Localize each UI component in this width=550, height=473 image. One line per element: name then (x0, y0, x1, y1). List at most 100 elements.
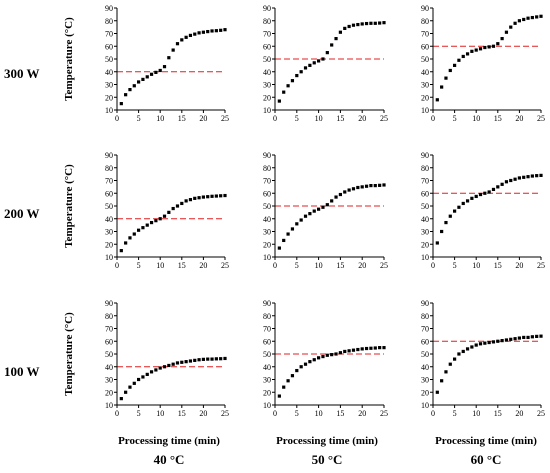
data-point (470, 345, 474, 349)
data-point (223, 356, 227, 361)
y-tick-label: 80 (105, 312, 113, 321)
panel-r2-c3: 10 20 30 40 50 60 70 80 90 0 5 10 15 20 25 (421, 151, 545, 270)
data-point (491, 187, 496, 192)
data-point (184, 35, 188, 39)
y-tick-label: 60 (263, 42, 271, 51)
data-point (206, 357, 210, 361)
data-point (137, 228, 141, 232)
x-tick-label: 20 (199, 114, 207, 123)
data-point (162, 365, 167, 369)
data-point (137, 80, 141, 84)
data-point (513, 177, 517, 181)
data-point (338, 192, 342, 197)
data-point (197, 31, 201, 35)
data-point (474, 48, 478, 52)
data-point (219, 194, 223, 198)
data-point (343, 190, 347, 194)
data-point (347, 24, 351, 29)
data-point (474, 343, 478, 347)
data-point (369, 184, 373, 188)
data-point (214, 29, 218, 33)
x-tick-label: 15 (178, 261, 186, 270)
data-point (290, 227, 295, 231)
x-tick-label: 15 (494, 114, 502, 123)
x-tick-label: 10 (472, 409, 480, 418)
y-tick-label: 20 (421, 93, 429, 102)
y-tick-label: 50 (105, 55, 113, 64)
data-point (206, 195, 210, 199)
data-point (530, 15, 534, 20)
data-point (444, 370, 448, 374)
data-point (308, 360, 312, 364)
y-tick-label: 80 (421, 312, 429, 321)
data-point (295, 368, 299, 373)
data-point (317, 356, 321, 360)
data-point (373, 184, 377, 188)
data-point (351, 187, 356, 191)
data-point (330, 199, 334, 203)
data-point (154, 368, 158, 372)
y-tick-label: 30 (421, 376, 429, 385)
x-tick-label: 0 (431, 114, 435, 123)
data-point (132, 84, 136, 88)
data-point (149, 370, 154, 374)
data-point (180, 201, 184, 206)
y-tick-label: 50 (263, 350, 271, 359)
y-tick-label: 20 (105, 240, 113, 249)
data-point (356, 347, 360, 352)
data-point (299, 365, 303, 369)
y-axis-label: Temperature (°C) (63, 164, 75, 248)
data-point (444, 220, 448, 225)
data-point (219, 28, 223, 32)
panel-r1-c2: 10 20 30 40 50 60 70 80 90 0 5 10 15 20 25 (263, 4, 388, 123)
data-point (530, 174, 534, 178)
y-tick-label: 90 (263, 151, 271, 160)
data-point (162, 214, 167, 218)
col-label-60c: 60 °C (471, 452, 502, 467)
data-point (175, 204, 180, 208)
x-tick-label: 0 (431, 261, 435, 270)
data-point (535, 334, 539, 339)
data-point (378, 183, 382, 187)
data-point (308, 212, 312, 216)
data-point (317, 59, 321, 63)
data-point (132, 232, 136, 236)
y-tick-label: 20 (421, 388, 429, 397)
data-point (149, 72, 154, 76)
data-point (457, 352, 461, 356)
y-tick-label: 40 (105, 215, 113, 224)
data-point (435, 98, 439, 102)
data-point (364, 346, 369, 351)
data-point (382, 183, 386, 187)
data-point (526, 16, 530, 20)
data-point (465, 52, 470, 56)
y-axis-label: Temperature (°C) (63, 17, 75, 101)
y-tick-label: 30 (263, 376, 271, 385)
data-point (325, 51, 329, 55)
y-tick-label: 40 (263, 215, 271, 224)
panel-r1-c3: 10 20 30 40 50 60 70 80 90 0 5 10 15 20 25 (421, 4, 545, 123)
data-point (219, 357, 223, 361)
y-tick-label: 10 (421, 401, 429, 410)
data-point (197, 358, 201, 362)
data-point (483, 341, 487, 345)
panel-r3-c1: 10 20 30 40 50 60 70 80 90 0 5 10 15 20 25 Temperature … (63, 299, 229, 418)
data-point (539, 14, 543, 18)
data-point (286, 379, 290, 383)
x-tick-label: 0 (115, 409, 119, 418)
data-point (167, 56, 171, 60)
y-tick-label: 50 (421, 350, 429, 359)
y-tick-label: 70 (263, 30, 271, 39)
data-point (347, 349, 351, 353)
data-point (175, 42, 180, 46)
y-tick-label: 90 (421, 4, 429, 13)
data-point (526, 175, 530, 179)
data-point (440, 229, 444, 234)
data-point (448, 68, 452, 73)
x-tick-label: 20 (515, 261, 523, 270)
data-point (539, 173, 543, 177)
x-tick-label: 10 (315, 409, 323, 418)
data-point (487, 45, 491, 49)
data-point (210, 357, 214, 361)
data-point (184, 360, 188, 364)
